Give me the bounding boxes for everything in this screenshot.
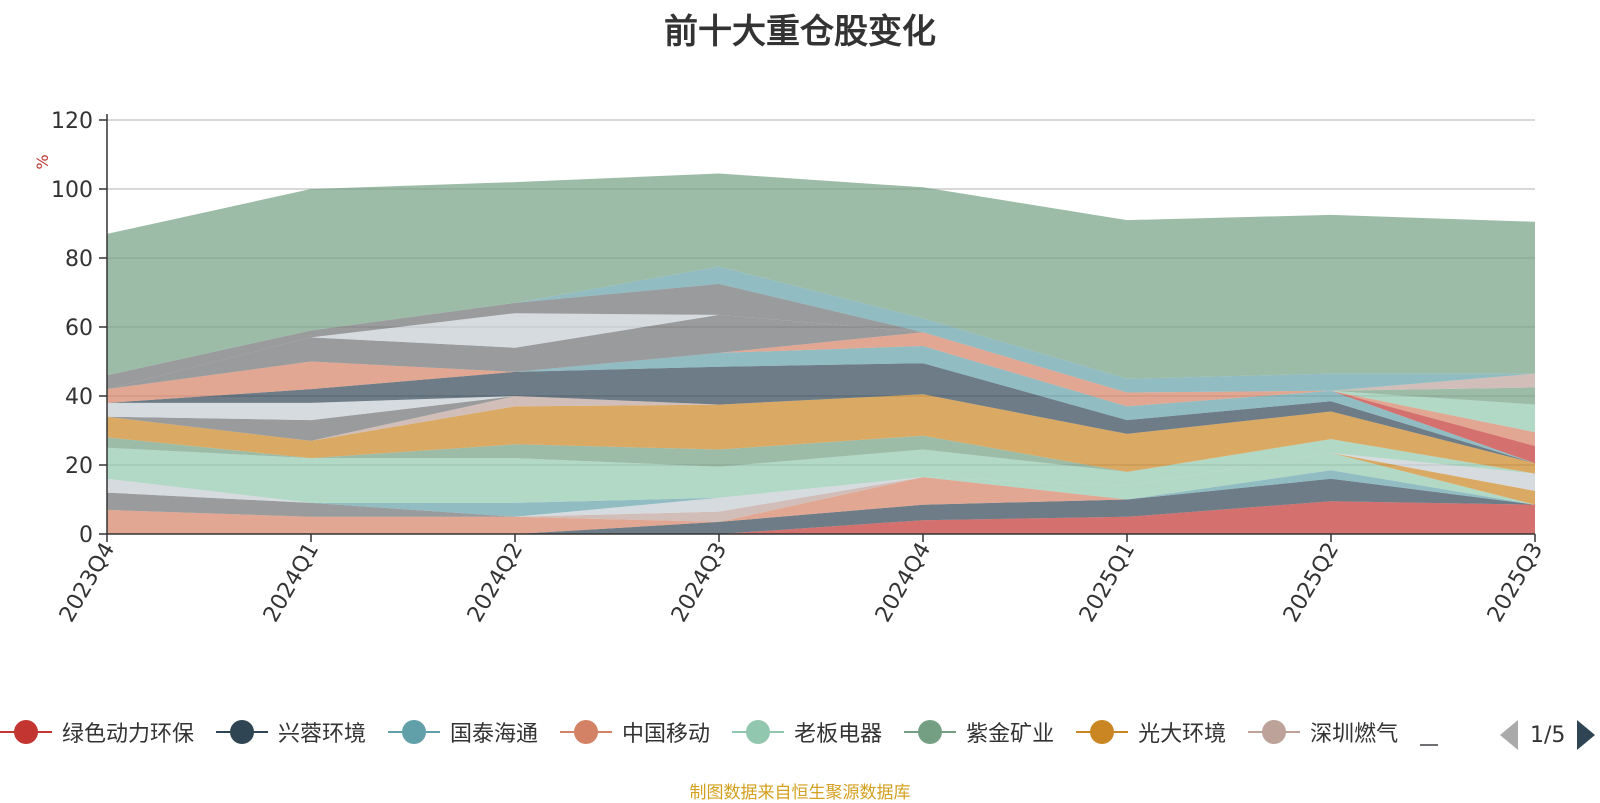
area-series <box>107 173 1535 534</box>
area-series-27 <box>107 283 1535 393</box>
legend-marker-icon <box>216 718 269 746</box>
legend-marker-icon <box>732 718 785 746</box>
x-tick-label: 2024Q2 <box>463 539 528 627</box>
legend-marker-icon <box>1076 718 1129 746</box>
area-series-28 <box>107 266 1535 393</box>
legend-item[interactable]: 深圳燃气 <box>1248 716 1398 748</box>
y-tick-label: 80 <box>65 247 93 272</box>
legend-label: 光大环境 <box>1138 722 1227 747</box>
x-tick-label: 2024Q3 <box>667 539 732 627</box>
area-series-10 <box>107 452 1535 517</box>
legend-label: 绿色动力环保 <box>62 722 195 747</box>
legend-label: 国泰海通 <box>450 722 539 747</box>
legend-label: 老板电器 <box>794 722 883 747</box>
area-series-18 <box>107 363 1535 464</box>
area-series-19 <box>107 346 1535 464</box>
legend-marker-icon <box>904 718 957 746</box>
area-series-2 <box>107 478 1535 534</box>
legend-item[interactable]: 绿色动力环保 <box>0 716 194 748</box>
x-tick-label: 2025Q1 <box>1075 539 1140 627</box>
y-tick-label: 20 <box>65 454 93 479</box>
legend-item[interactable]: 兴蓉环境 <box>216 716 366 748</box>
pager-text: 1/5 <box>1530 722 1566 748</box>
legend-label: 紫金矿业 <box>966 722 1055 747</box>
x-tick-label: 2024Q4 <box>871 539 936 627</box>
legend: 绿色动力环保 兴蓉环境 国泰海通 中国移动 老板电器 紫金矿业 光大环境 深圳燃气 <box>0 716 1470 752</box>
area-series-14 <box>107 394 1535 474</box>
area-series-22 <box>107 314 1535 433</box>
legend-item[interactable]: 紫金矿业 <box>904 716 1054 748</box>
chart-title: 前十大重仓股变化 <box>664 12 936 52</box>
y-tick-label: 40 <box>65 385 93 410</box>
legend-label: 兴蓉环境 <box>278 722 367 747</box>
area-series-15 <box>107 394 1535 464</box>
x-tick-label: 2025Q3 <box>1483 539 1548 627</box>
area-series-4 <box>107 470 1535 534</box>
legend-label: 深圳燃气 <box>1310 722 1399 747</box>
legend-item[interactable]: 光大环境 <box>1076 716 1226 748</box>
legend-pager: 1/5 <box>1500 718 1596 752</box>
y-tick-label: 0 <box>79 523 93 548</box>
x-tick-label: 2023Q4 <box>55 539 120 627</box>
legend-item[interactable]: 国泰海通 <box>388 716 538 748</box>
legend-marker-icon <box>388 718 441 746</box>
legend-marker-icon <box>0 718 52 746</box>
area-series-29 <box>107 173 1535 379</box>
area-series-13 <box>107 435 1535 474</box>
legend-item[interactable]: 老板电器 <box>732 716 882 748</box>
legend-marker-icon <box>560 718 613 746</box>
chart-plot: 0 20 40 60 80 100 120% 2023Q4 2024Q1 2024Q2 2024Q3… <box>33 109 1548 627</box>
pager-prev-icon[interactable] <box>1500 720 1518 750</box>
area-series-1 <box>107 501 1535 534</box>
x-tick-label: 2024Q1 <box>259 539 324 627</box>
legend-item[interactable]: 中国移动 <box>560 716 710 748</box>
area-series-9 <box>107 452 1535 517</box>
x-tick-label: 2025Q2 <box>1279 539 1344 627</box>
y-tick-label: 100 <box>51 178 93 203</box>
area-series-12 <box>107 439 1535 503</box>
y-tick-label: 60 <box>65 316 93 341</box>
source-note: 制图数据来自恒生聚源数据库 <box>689 783 911 803</box>
legend-marker-icon <box>1248 718 1301 746</box>
y-tick-label: 120 <box>51 109 93 134</box>
area-series-26 <box>107 313 1535 393</box>
y-axis-label: % <box>33 154 52 169</box>
pager-next-icon[interactable] <box>1577 720 1596 750</box>
legend-label: 中国移动 <box>622 722 711 747</box>
